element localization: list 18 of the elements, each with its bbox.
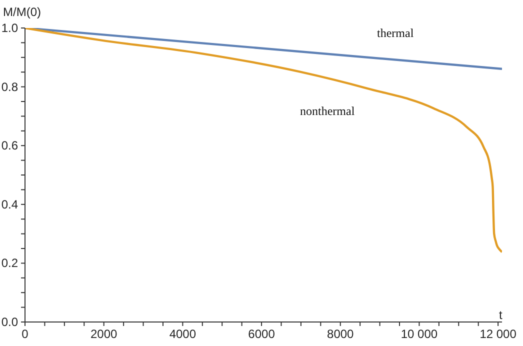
x-tick-label: 6000 bbox=[248, 326, 276, 341]
series-label: nonthermal bbox=[300, 104, 355, 119]
x-tick-label: 4000 bbox=[169, 326, 196, 341]
x-tick-label: 8000 bbox=[327, 326, 354, 341]
y-tick-label: 0.0 bbox=[1, 315, 18, 329]
y-tick-label: 0.6 bbox=[1, 138, 18, 153]
y-tick-label: 0.8 bbox=[1, 80, 18, 94]
y-tick-label: 0.4 bbox=[1, 197, 18, 212]
x-tick-label: 10 000 bbox=[400, 326, 438, 341]
y-tick-label: 0.2 bbox=[1, 256, 18, 270]
x-tick-label: 12 000 bbox=[480, 326, 517, 341]
y-axis-title: M/M(0) bbox=[3, 5, 41, 19]
line-series bbox=[25, 28, 502, 254]
y-tick-label: 1.0 bbox=[1, 21, 18, 35]
x-tick-label: 2000 bbox=[90, 326, 118, 341]
series-label: thermal bbox=[377, 26, 414, 41]
x-axis-title: t bbox=[499, 308, 502, 322]
x-tick-label: 0 bbox=[22, 326, 29, 341]
